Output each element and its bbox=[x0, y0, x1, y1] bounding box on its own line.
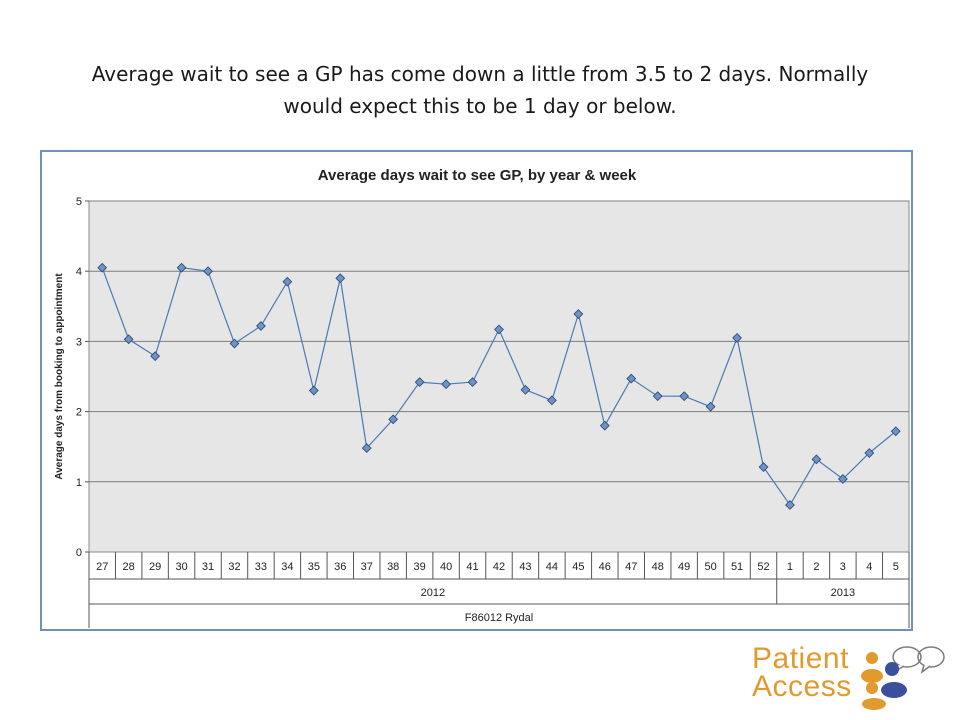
x-tick-label: 38 bbox=[387, 561, 399, 573]
y-tick-label: 0 bbox=[76, 547, 82, 559]
y-axis-title: Average days from booking to appointment bbox=[54, 273, 65, 480]
y-tick-label: 2 bbox=[76, 407, 82, 419]
data-point-marker bbox=[599, 420, 610, 431]
data-point-marker bbox=[573, 309, 584, 319]
data-point-marker bbox=[732, 332, 743, 343]
data-point-marker bbox=[282, 276, 293, 287]
x-tick-label: 30 bbox=[175, 561, 187, 573]
wait-time-line-chart: Average days wait to see GP, by year & w… bbox=[54, 167, 910, 628]
x-tick-label: 32 bbox=[228, 561, 240, 573]
x-tick-label: 41 bbox=[466, 561, 478, 573]
data-point-marker bbox=[758, 462, 769, 472]
data-point-marker bbox=[626, 373, 637, 384]
x-tick-label: 1 bbox=[787, 561, 793, 573]
x-tick-label: 2 bbox=[813, 561, 819, 573]
data-point-marker bbox=[520, 384, 531, 395]
data-point-marker bbox=[811, 454, 822, 465]
x-tick-label: 31 bbox=[202, 561, 214, 573]
x-tick-label: 44 bbox=[546, 561, 558, 573]
patient-access-logo: Patient Access bbox=[752, 642, 952, 715]
data-point-marker bbox=[546, 395, 557, 406]
x-axis-title: F86012 Rydal bbox=[465, 612, 534, 624]
x-tick-label: 45 bbox=[572, 561, 584, 573]
data-point-marker bbox=[890, 426, 901, 437]
x-tick-label: 5 bbox=[893, 561, 899, 573]
y-tick-label: 4 bbox=[76, 266, 82, 278]
x-group-label: 2013 bbox=[831, 587, 855, 599]
x-tick-label: 42 bbox=[493, 561, 505, 573]
x-tick-label: 37 bbox=[361, 561, 373, 573]
data-point-marker bbox=[97, 262, 108, 273]
data-point-marker bbox=[652, 391, 663, 402]
data-point-marker bbox=[414, 377, 425, 388]
plot-area bbox=[88, 200, 910, 553]
x-group-label: 2012 bbox=[421, 587, 445, 599]
logo-line-1: Patient bbox=[752, 642, 849, 675]
x-tick-label: 52 bbox=[757, 561, 769, 573]
x-tick-label: 47 bbox=[625, 561, 637, 573]
x-tick-label: 4 bbox=[866, 561, 872, 573]
data-point-marker bbox=[150, 351, 161, 362]
data-point-marker bbox=[785, 500, 795, 510]
slide-title: Average wait to see a GP has come down a… bbox=[40, 58, 920, 122]
y-tick-label: 3 bbox=[76, 336, 82, 348]
data-point-marker bbox=[441, 379, 452, 390]
x-tick-label: 34 bbox=[281, 561, 293, 573]
x-tick-label: 35 bbox=[308, 561, 320, 573]
data-point-marker bbox=[229, 338, 240, 349]
y-tick-label: 1 bbox=[76, 477, 82, 489]
x-tick-label: 36 bbox=[334, 561, 346, 573]
data-point-marker bbox=[388, 414, 399, 425]
x-tick-label: 28 bbox=[123, 561, 135, 573]
data-point-marker bbox=[203, 266, 213, 277]
data-point-marker bbox=[837, 474, 848, 484]
data-point-marker bbox=[255, 321, 266, 331]
chart-title: Average days wait to see GP, by year & w… bbox=[318, 167, 637, 184]
x-tick-label: 40 bbox=[440, 561, 452, 573]
x-tick-label: 51 bbox=[731, 561, 743, 573]
logo-line-2: Access bbox=[752, 670, 852, 703]
x-tick-label: 27 bbox=[96, 561, 108, 573]
data-point-marker bbox=[679, 391, 690, 402]
x-tick-label: 48 bbox=[652, 561, 664, 573]
data-point-marker bbox=[864, 448, 875, 458]
logo-people-icon bbox=[861, 646, 945, 710]
x-tick-label: 49 bbox=[678, 561, 690, 573]
x-tick-label: 39 bbox=[414, 561, 426, 573]
data-point-marker bbox=[308, 385, 319, 396]
x-tick-label: 50 bbox=[704, 561, 716, 573]
slide-title-line-1: Average wait to see a GP has come down a… bbox=[91, 62, 869, 86]
data-point-marker bbox=[705, 401, 716, 412]
slide-title-line-2: would expect this to be 1 day or below. bbox=[283, 94, 677, 118]
data-point-marker bbox=[361, 443, 372, 454]
data-point-marker bbox=[467, 377, 478, 388]
x-tick-label: 3 bbox=[840, 561, 846, 573]
x-tick-label: 29 bbox=[149, 561, 161, 573]
x-tick-label: 43 bbox=[519, 561, 531, 573]
x-tick-label: 46 bbox=[599, 561, 611, 573]
data-point-marker bbox=[176, 262, 187, 273]
logo-wordmark: Patient Access bbox=[752, 642, 852, 703]
x-tick-label: 33 bbox=[255, 561, 267, 573]
data-point-marker bbox=[335, 273, 346, 284]
data-point-marker bbox=[494, 324, 504, 335]
data-point-marker bbox=[123, 334, 134, 345]
y-tick-label: 5 bbox=[76, 196, 82, 208]
chart-frame: Average days wait to see GP, by year & w… bbox=[40, 150, 913, 631]
